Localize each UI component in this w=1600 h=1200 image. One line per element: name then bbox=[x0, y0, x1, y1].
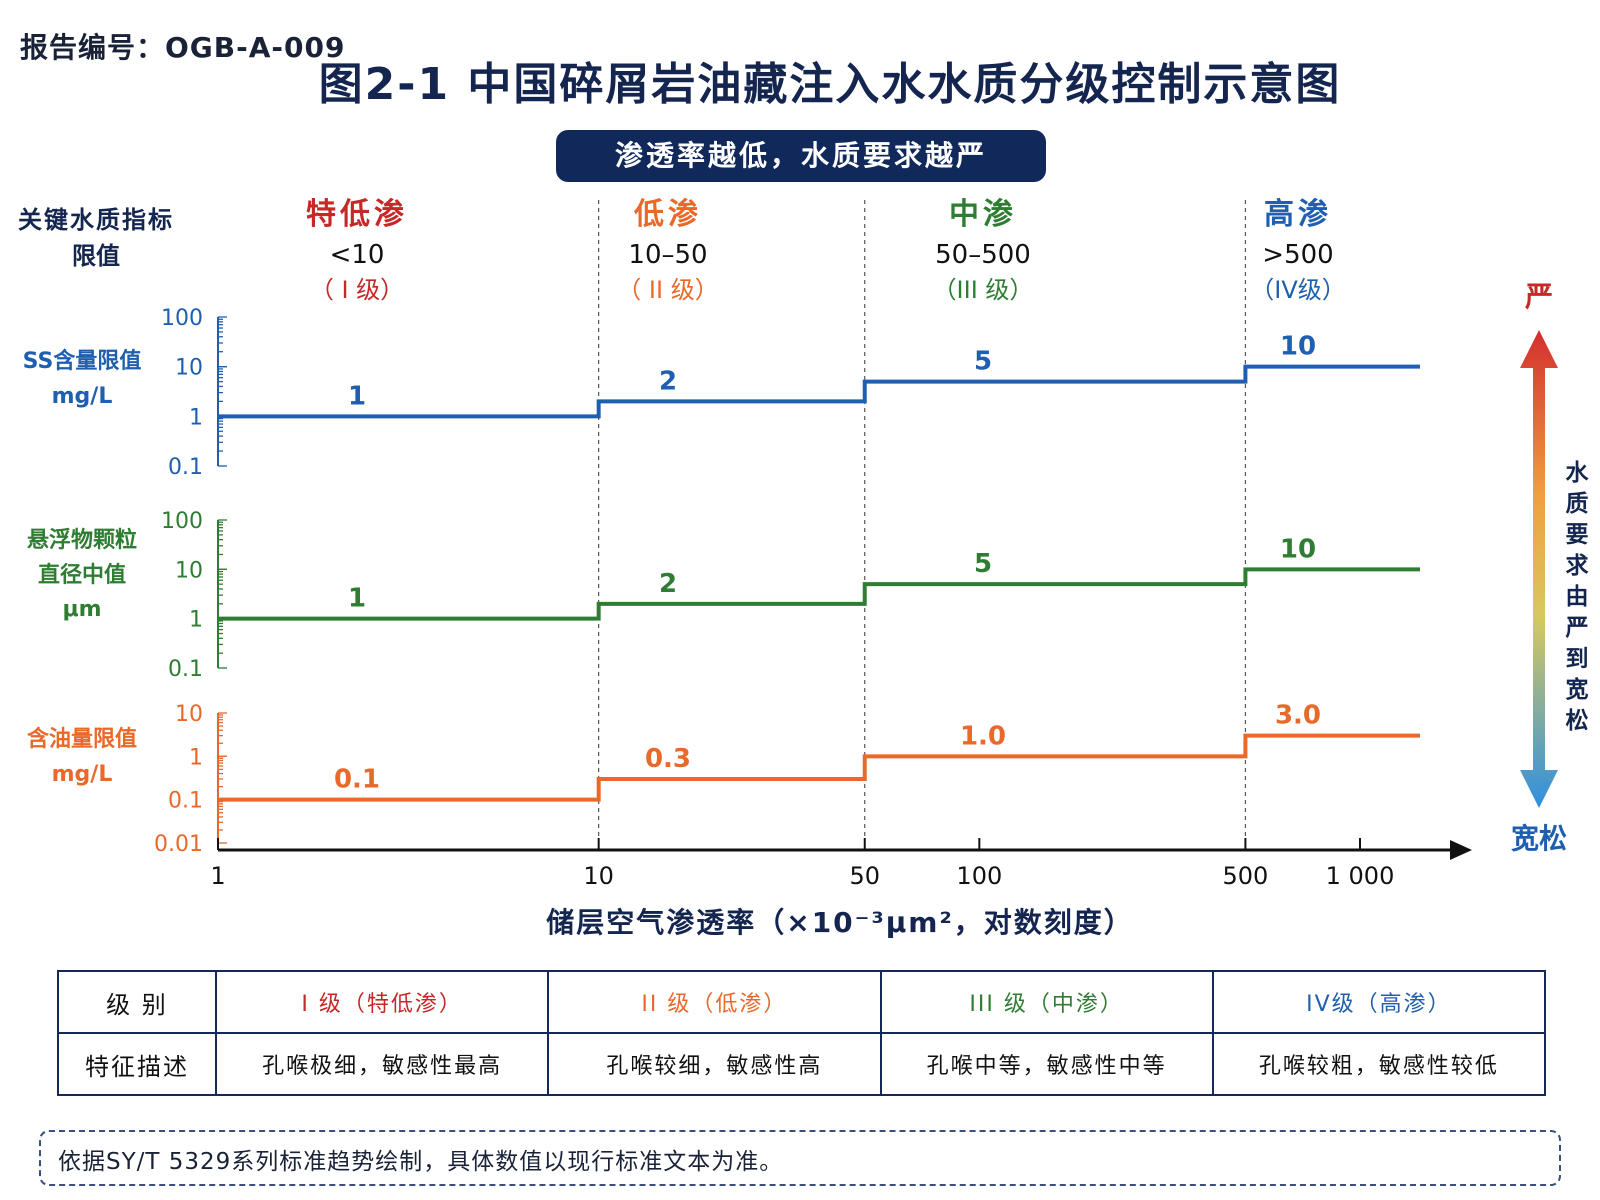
description-cell-3: 孔喉中等，敏感性中等 bbox=[879, 1032, 1214, 1096]
panel-label: 悬浮物颗粒 bbox=[27, 527, 137, 553]
left-header-line: 限值 bbox=[72, 242, 120, 270]
data-label: 10 bbox=[1280, 332, 1316, 362]
data-label: 5 bbox=[974, 549, 992, 579]
y-tick-label: 1 bbox=[189, 405, 203, 430]
x-tick-label: 100 bbox=[956, 862, 1002, 890]
y-tick-label: 10 bbox=[175, 702, 203, 727]
description-cell-2: 孔喉较细，敏感性高 bbox=[547, 1032, 882, 1096]
data-label: 10 bbox=[1280, 534, 1316, 564]
data-label: 1 bbox=[348, 584, 366, 614]
zone-name: 特低渗 bbox=[306, 197, 408, 232]
y-tick-label: 1 bbox=[189, 745, 203, 770]
panel-label: SS含量限值 bbox=[23, 348, 142, 374]
grade-cell-1: I 级（特低渗） bbox=[214, 970, 550, 1034]
vertical-caption-char: 水 bbox=[1566, 460, 1590, 486]
zone-range: 10–50 bbox=[628, 240, 707, 270]
zone-range: 50–500 bbox=[935, 240, 1031, 270]
y-tick-label: 0.1 bbox=[168, 455, 203, 480]
strict-label: 严 bbox=[1525, 280, 1553, 313]
left-header-line: 关键水质指标 bbox=[18, 206, 174, 234]
vertical-caption-char: 到 bbox=[1566, 646, 1589, 672]
x-tick-label: 1 bbox=[210, 862, 225, 890]
description-cell-4: 孔喉较粗，敏感性较低 bbox=[1211, 1032, 1547, 1096]
x-axis-title: 储层空气渗透率（×10⁻³μm²，对数刻度） bbox=[546, 906, 1134, 939]
vertical-caption-char: 宽 bbox=[1566, 676, 1589, 703]
figure-title: 图2-1 中国碎屑岩油藏注入水水质分级控制示意图 bbox=[318, 59, 1342, 110]
data-label: 1.0 bbox=[960, 721, 1006, 751]
vertical-caption-char: 松 bbox=[1566, 708, 1589, 734]
zone-grade: （IV级） bbox=[1250, 276, 1346, 304]
vertical-caption-char: 要 bbox=[1566, 522, 1589, 548]
zone-range: >500 bbox=[1262, 240, 1333, 270]
panel-label: 含油量限值 bbox=[27, 726, 137, 752]
vertical-caption-char: 质 bbox=[1566, 491, 1589, 517]
y-tick-label: 1 bbox=[189, 608, 203, 633]
y-tick-label: 10 bbox=[175, 356, 203, 381]
table-header-cell: 级 别 bbox=[57, 970, 217, 1034]
zone-grade: （ II 级） bbox=[617, 276, 718, 304]
y-tick-label: 0.01 bbox=[154, 832, 203, 857]
strictness-arrow bbox=[1520, 330, 1558, 808]
source-note: 依据SY/T 5329系列标准趋势绘制，具体数值以现行标准文本为准。 bbox=[58, 1149, 784, 1175]
panel-label: mg/L bbox=[52, 384, 113, 409]
data-label: 2 bbox=[659, 366, 677, 396]
data-label: 3.0 bbox=[1275, 701, 1321, 731]
zone-range: <10 bbox=[330, 240, 385, 270]
data-label: 1 bbox=[348, 381, 366, 411]
step-series-line bbox=[218, 364, 1420, 419]
vertical-caption-char: 严 bbox=[1566, 615, 1589, 641]
y-tick-label: 0.1 bbox=[168, 789, 203, 814]
data-label: 2 bbox=[659, 569, 677, 599]
note-box bbox=[39, 1130, 1561, 1186]
grade-table: 级 别 I 级（特低渗） II 级（低渗） III 级（中渗） IV级（高渗） … bbox=[57, 970, 1547, 1096]
data-label: 5 bbox=[974, 347, 992, 377]
panel-label: μm bbox=[62, 597, 101, 622]
zone-grade: （III 级） bbox=[933, 276, 1034, 304]
y-tick-label: 100 bbox=[161, 306, 203, 331]
description-cell-1: 孔喉极细，敏感性最高 bbox=[214, 1032, 550, 1096]
grade-cell-2: II 级（低渗） bbox=[547, 970, 882, 1034]
step-series-line bbox=[218, 733, 1420, 802]
grade-cell-4: IV级（高渗） bbox=[1211, 970, 1547, 1034]
table-row: 特征描述 孔喉极细，敏感性最高 孔喉较细，敏感性高 孔喉中等，敏感性中等 孔喉较… bbox=[57, 1032, 1547, 1096]
x-tick-label: 10 bbox=[583, 862, 614, 890]
zone-name: 中渗 bbox=[949, 197, 1017, 232]
table-row: 级 别 I 级（特低渗） II 级（低渗） III 级（中渗） IV级（高渗） bbox=[57, 970, 1547, 1034]
panel-label: 直径中值 bbox=[38, 562, 126, 588]
x-tick-label: 500 bbox=[1223, 862, 1269, 890]
x-tick-label: 1 000 bbox=[1326, 862, 1395, 890]
grade-cell-3: III 级（中渗） bbox=[879, 970, 1214, 1034]
y-tick-label: 0.1 bbox=[168, 657, 203, 682]
x-tick-label: 50 bbox=[849, 862, 880, 890]
data-label: 0.3 bbox=[645, 744, 691, 774]
zone-name: 低渗 bbox=[633, 197, 702, 232]
table-header-cell: 特征描述 bbox=[57, 1032, 217, 1096]
step-series-line bbox=[218, 567, 1420, 621]
data-label: 0.1 bbox=[334, 765, 380, 795]
vertical-caption-char: 由 bbox=[1566, 584, 1589, 610]
vertical-caption-char: 求 bbox=[1566, 553, 1589, 579]
y-tick-label: 10 bbox=[175, 558, 203, 583]
trend-banner: 渗透率越低，水质要求越严 bbox=[556, 130, 1046, 182]
loose-label: 宽松 bbox=[1511, 822, 1567, 855]
y-tick-label: 100 bbox=[161, 509, 203, 534]
report-number: 报告编号：OGB-A-009 bbox=[20, 31, 346, 64]
x-axis-arrow bbox=[1450, 840, 1472, 860]
zone-grade: （ I 级） bbox=[310, 276, 404, 304]
panel-label: mg/L bbox=[52, 762, 113, 787]
zone-name: 高渗 bbox=[1264, 197, 1332, 232]
